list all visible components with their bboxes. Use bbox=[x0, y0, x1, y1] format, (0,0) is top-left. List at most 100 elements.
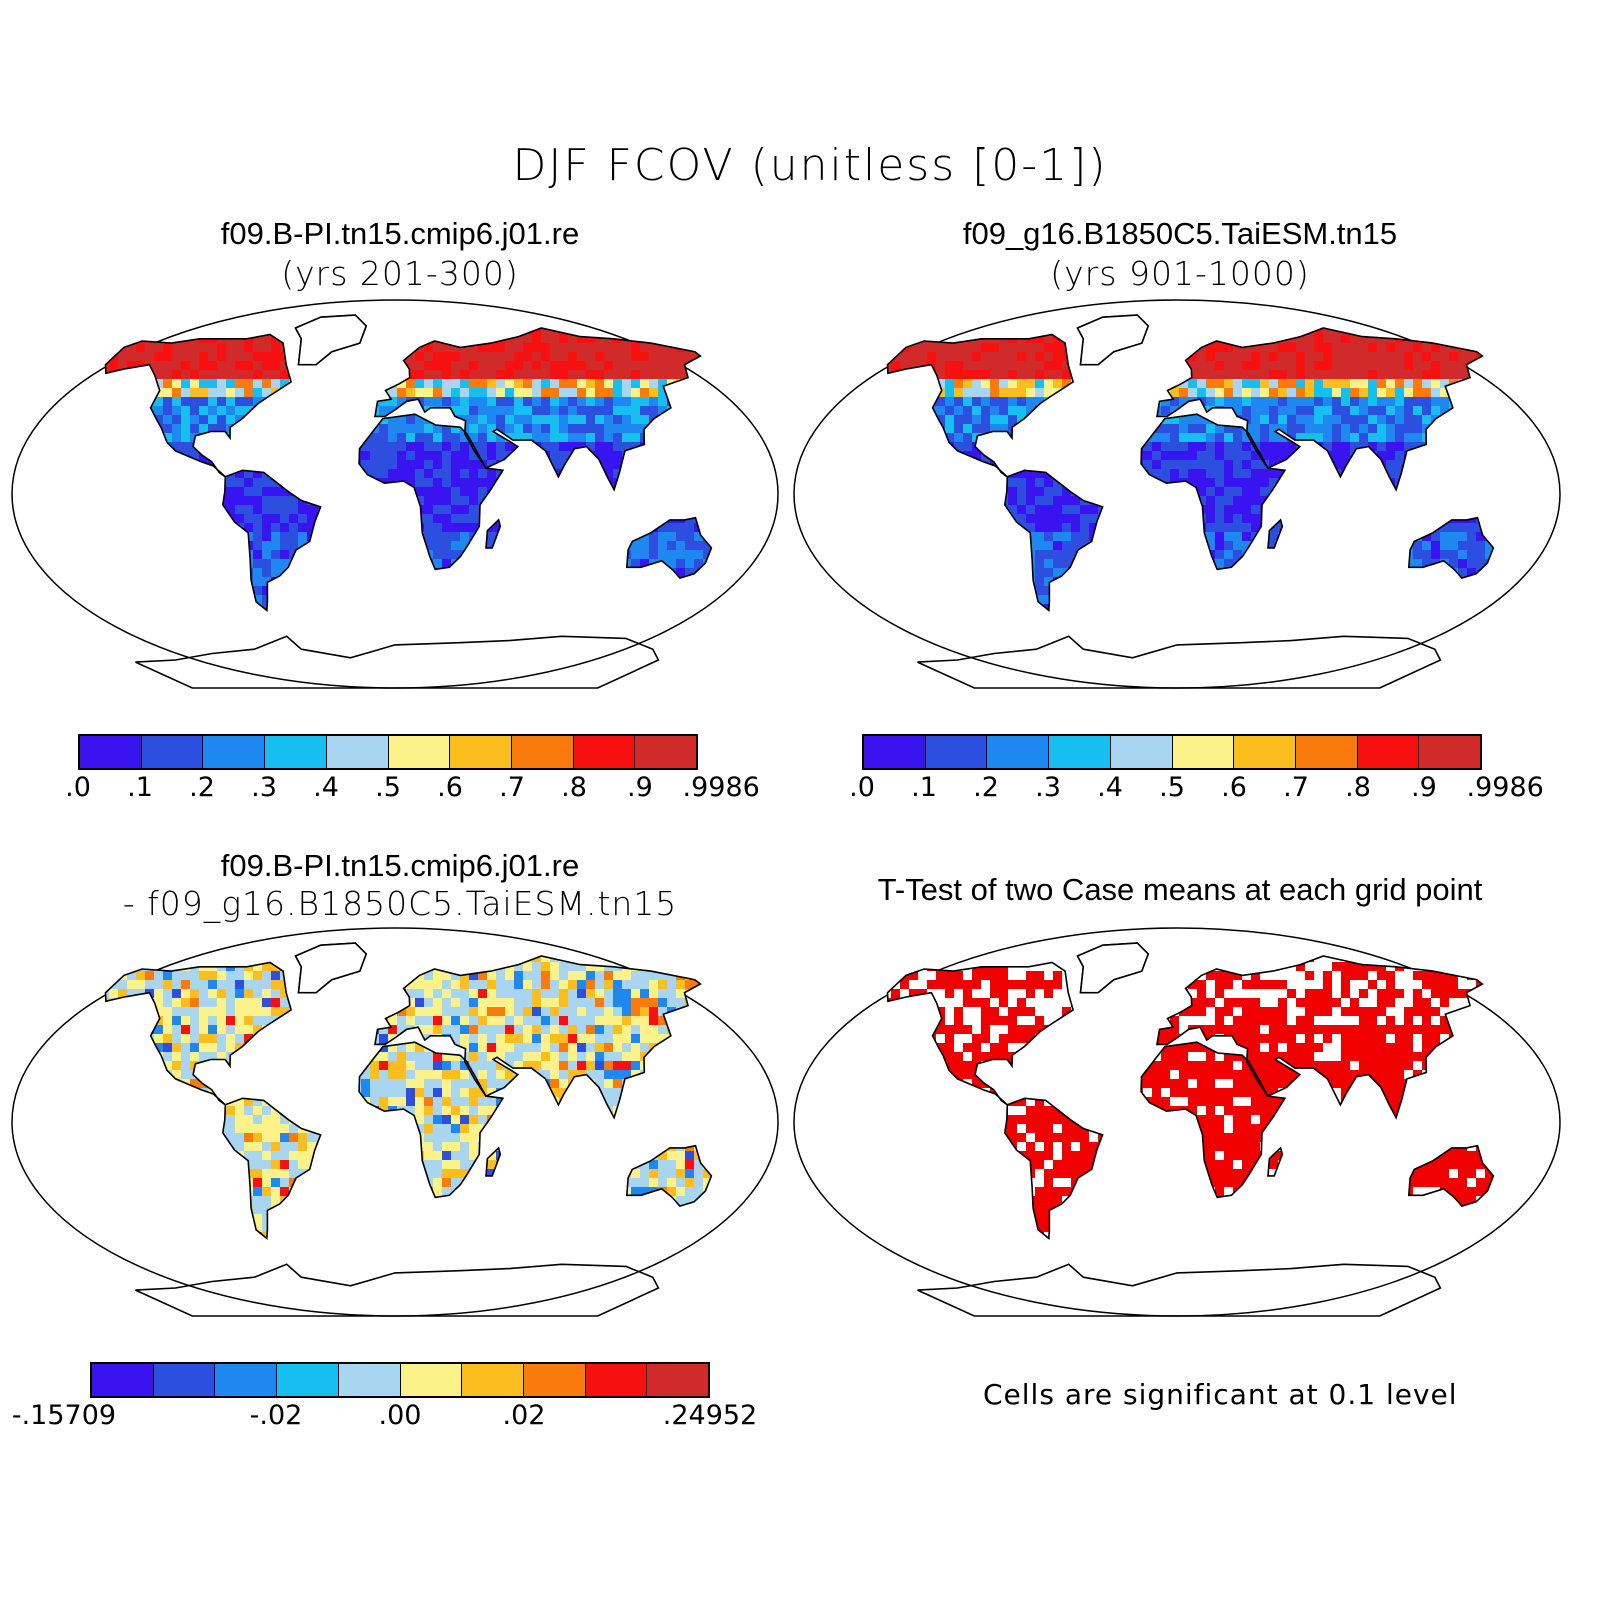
map-panel-br bbox=[793, 927, 1561, 1317]
coastline-au bbox=[625, 516, 713, 580]
colorbar-tick-label: .6 bbox=[437, 772, 463, 803]
coastline-an bbox=[917, 1263, 1442, 1317]
coastline-na bbox=[886, 961, 1075, 1106]
coastline-au bbox=[625, 1144, 713, 1208]
coastline-greenland bbox=[294, 942, 368, 994]
coastline-mg bbox=[1267, 518, 1284, 549]
panel-subtitle-tl: (yrs 201-300) bbox=[281, 254, 519, 293]
colorbar-box bbox=[585, 1364, 648, 1396]
colorbar-tick-label: .6 bbox=[1221, 772, 1247, 803]
coastline-mg bbox=[485, 1146, 502, 1177]
panel-title-br: T-Test of two Case means at each grid po… bbox=[877, 872, 1483, 907]
colorbar-box bbox=[1110, 736, 1173, 768]
colorbar-box bbox=[326, 736, 389, 768]
colorbar-box bbox=[511, 736, 574, 768]
colorbar-box bbox=[925, 736, 988, 768]
panel-title-tr: f09_g16.B1850C5.TaiESM.tn15 bbox=[962, 216, 1398, 251]
coastline-eu bbox=[1156, 955, 1484, 1120]
colorbar-tick-label: .1 bbox=[911, 772, 937, 803]
coastline-greenland bbox=[1076, 942, 1150, 994]
colorbar-box bbox=[1234, 736, 1296, 768]
colorbar-tick-label: .1 bbox=[127, 772, 153, 803]
coastline-an bbox=[135, 1263, 660, 1317]
colorbar-tick-label: .8 bbox=[561, 772, 587, 803]
colorbar-box bbox=[450, 736, 512, 768]
colorbar-box bbox=[153, 1364, 216, 1396]
colorbar-box bbox=[987, 736, 1050, 768]
colorbar-tick-label: .00 bbox=[378, 1400, 422, 1431]
colorbar-box bbox=[203, 736, 266, 768]
coastline-na bbox=[886, 333, 1075, 478]
colorbar-tick-label: .3 bbox=[1035, 772, 1061, 803]
colorbar-tick-label: -.15709 bbox=[11, 1400, 117, 1431]
coastline-sa bbox=[221, 1097, 322, 1240]
colorbar-tick-label: .0 bbox=[849, 772, 875, 803]
coastline-an bbox=[135, 635, 660, 689]
colorbar-box bbox=[141, 736, 204, 768]
colorbar-tr bbox=[862, 734, 1482, 770]
colorbar-box bbox=[80, 736, 142, 768]
colorbar-tl bbox=[78, 734, 698, 770]
colorbar-tick-label: .7 bbox=[499, 772, 525, 803]
coastline-eu bbox=[374, 327, 702, 492]
map-panel-bl bbox=[11, 927, 779, 1317]
colorbar-box bbox=[523, 1364, 586, 1396]
colorbar-tick-label: .3 bbox=[251, 772, 277, 803]
coastline-af bbox=[358, 413, 505, 571]
colorbar-tick-label: .4 bbox=[313, 772, 339, 803]
coastline-au bbox=[1407, 1144, 1495, 1208]
colorbar-box bbox=[338, 1364, 401, 1396]
coastline-eu bbox=[374, 955, 702, 1120]
colorbar-tick-label: .0 bbox=[65, 772, 91, 803]
colorbar-tick-label: .8 bbox=[1345, 772, 1371, 803]
colorbar-tick-label: .2 bbox=[189, 772, 215, 803]
colorbar-box bbox=[265, 736, 327, 768]
colorbar-tick-label: .9986 bbox=[1466, 772, 1544, 803]
coastline-greenland bbox=[294, 314, 368, 366]
panel-subtitle-tr: (yrs 901-1000) bbox=[1050, 254, 1310, 293]
colorbar-tick-label: .4 bbox=[1097, 772, 1123, 803]
coastline-na bbox=[104, 961, 293, 1106]
coastline-af bbox=[1140, 1041, 1287, 1199]
colorbar-tick-label: .9986 bbox=[682, 772, 760, 803]
colorbar-box bbox=[215, 1364, 278, 1396]
colorbar-tick-label: .2 bbox=[973, 772, 999, 803]
colorbar-box bbox=[277, 1364, 339, 1396]
main-title: DJF FCOV (unitless [0-1]) bbox=[512, 140, 1108, 191]
coastline-na bbox=[104, 333, 293, 478]
coastline-an bbox=[917, 635, 1442, 689]
colorbar-tick-label: .5 bbox=[1159, 772, 1185, 803]
significance-note: Cells are significant at 0.1 level bbox=[983, 1378, 1458, 1411]
colorbar-box bbox=[1295, 736, 1358, 768]
colorbar-box bbox=[400, 1364, 463, 1396]
colorbar-box bbox=[1172, 736, 1235, 768]
colorbar-box bbox=[1357, 736, 1420, 768]
colorbar-tick-label: .02 bbox=[502, 1400, 546, 1431]
colorbar-box bbox=[1049, 736, 1111, 768]
panel-subtitle-bl: - f09_g16.B1850C5.TaiESM.tn15 bbox=[122, 884, 678, 923]
colorbar-box bbox=[388, 736, 451, 768]
coastline-sa bbox=[1003, 1097, 1104, 1240]
colorbar-tick-label: .5 bbox=[375, 772, 401, 803]
coastline-greenland bbox=[1076, 314, 1150, 366]
colorbar-box bbox=[864, 736, 926, 768]
colorbar-tick-label: .9 bbox=[1410, 772, 1437, 803]
colorbar-box bbox=[647, 1364, 709, 1396]
panel-title-bl: f09.B-PI.tn15.cmip6.j01.re bbox=[220, 848, 580, 883]
colorbar-tick-label: .9 bbox=[626, 772, 653, 803]
colorbar-box bbox=[92, 1364, 154, 1396]
colorbar-tick-label: .7 bbox=[1283, 772, 1309, 803]
coastline-af bbox=[358, 1041, 505, 1199]
colorbar-box bbox=[635, 736, 697, 768]
panel-title-tl: f09.B-PI.tn15.cmip6.j01.re bbox=[220, 216, 580, 251]
coastline-sa bbox=[1003, 469, 1104, 612]
colorbar-tick-label: .24952 bbox=[662, 1400, 758, 1431]
map-panel-tr bbox=[793, 299, 1561, 689]
coastline-af bbox=[1140, 413, 1287, 571]
coastline-sa bbox=[221, 469, 322, 612]
colorbar-diff bbox=[90, 1362, 710, 1398]
colorbar-box bbox=[462, 1364, 524, 1396]
coastline-au bbox=[1407, 516, 1495, 580]
colorbar-box bbox=[573, 736, 636, 768]
coastline-mg bbox=[1267, 1146, 1284, 1177]
